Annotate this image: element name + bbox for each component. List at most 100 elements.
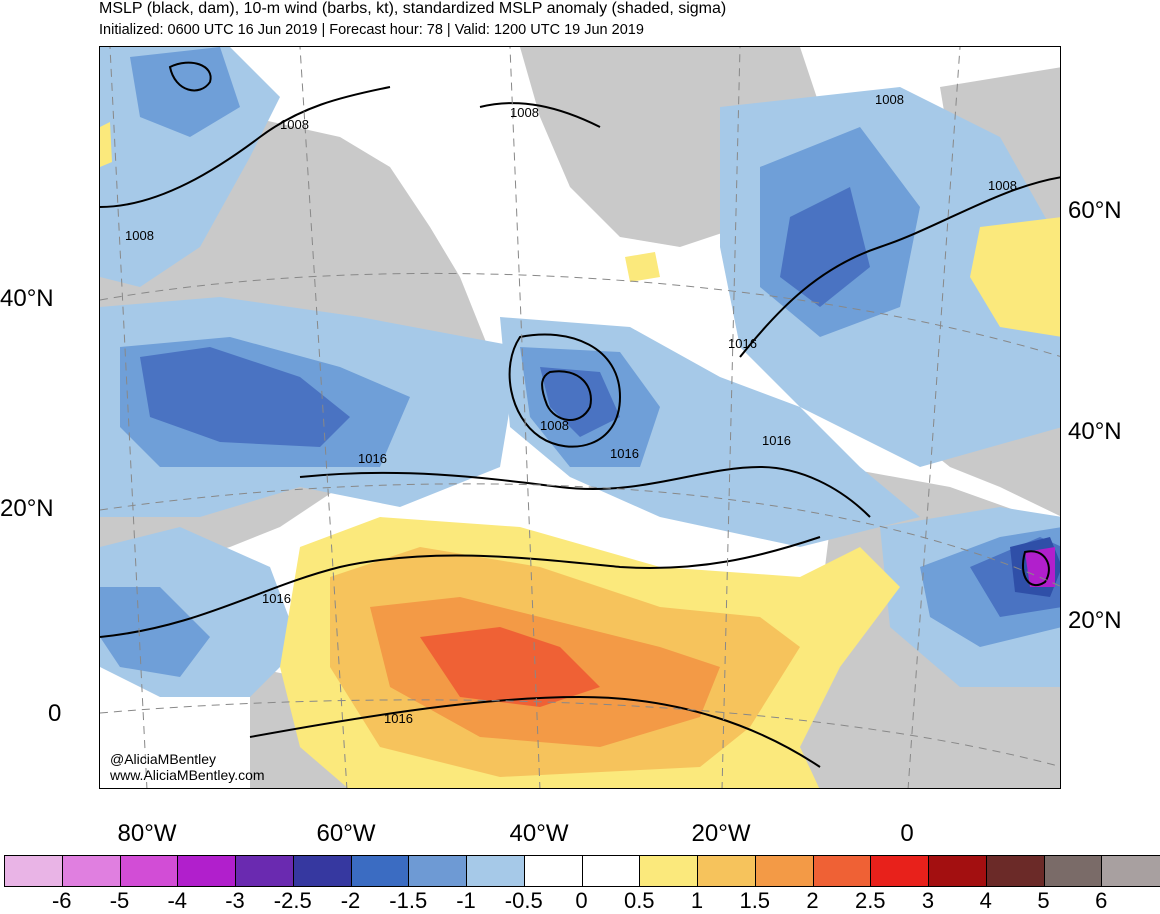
colorbar-tick-labels: -6 -5 -4 -3 -2.5 -2 -1.5 -1 -0.5 0 0.5 1 1.5 2 2.5 3 4 5 6 bbox=[0, 888, 1160, 913]
neg-anom-15-na bbox=[140, 347, 350, 447]
colorbar-tick-label: 5 bbox=[1037, 888, 1050, 913]
colorbar-tick-label: 6 bbox=[1095, 888, 1108, 913]
credit-handle: @AliciaMBentley bbox=[110, 751, 217, 767]
pos-anom-05-ne bbox=[970, 217, 1060, 337]
colorbar-tick-label: -3 bbox=[225, 888, 245, 913]
isobar-layer bbox=[100, 61, 1060, 768]
graticule-lat-0 bbox=[100, 699, 1060, 767]
neg-anom-1-caribbean bbox=[100, 587, 210, 677]
neg-anom-1-nw bbox=[130, 47, 240, 137]
colorbar-tick-label: -2 bbox=[340, 888, 361, 913]
colorbar-tick-label: -4 bbox=[167, 888, 188, 913]
colorbar-tick-label: 1.5 bbox=[739, 888, 771, 913]
colorbar-swatch bbox=[5, 856, 63, 886]
lon-label-60w: 60°W bbox=[316, 820, 376, 847]
contour-label-layer: 1008 1008 1008 1008 1008 1008 1016 1016 … bbox=[125, 92, 1017, 726]
graticule-layer bbox=[100, 47, 1060, 788]
colorbar-tick-label: 0 bbox=[575, 888, 588, 913]
weather-map: 1008 1008 1008 1008 1008 1008 1016 1016 … bbox=[99, 46, 1061, 789]
colorbar-tick-label: 3 bbox=[921, 888, 935, 913]
pos-anom-05-greenland bbox=[625, 252, 660, 282]
graticule-lon-40w bbox=[509, 47, 541, 788]
colorbar-tick-label: 1 bbox=[690, 888, 704, 913]
credit-website: www.AliciaMBentley.com bbox=[110, 767, 265, 783]
isobar-1008-atl-core bbox=[541, 370, 592, 421]
graticule-lat-20n bbox=[100, 483, 1060, 587]
colorbar-tick-label: -6 bbox=[51, 888, 72, 913]
lon-label-0: 0 bbox=[900, 820, 914, 847]
colorbar-tick-label: 2.5 bbox=[854, 888, 886, 913]
isobar-1008-nw bbox=[100, 86, 391, 208]
isobar-1016-central bbox=[299, 465, 871, 518]
colorbar-tick-label: -5 bbox=[109, 888, 130, 913]
colorbar-swatch bbox=[871, 856, 929, 886]
colorbar-swatch bbox=[582, 856, 641, 886]
colorbar-swatch bbox=[755, 856, 814, 886]
colorbar-tick-label: -1.5 bbox=[389, 888, 428, 913]
colorbar-tick-label: 0.5 bbox=[623, 888, 655, 913]
isobar-1016-south bbox=[100, 536, 821, 638]
colorbar-swatch bbox=[120, 856, 179, 886]
colorbar-swatch bbox=[813, 856, 872, 886]
graticule-lon-80w bbox=[109, 47, 148, 788]
colorbar-tick-label: 2 bbox=[806, 888, 819, 913]
colorbar bbox=[4, 855, 1160, 887]
colorbar-swatch bbox=[986, 856, 1045, 886]
colorbar-swatch bbox=[293, 856, 352, 886]
colorbar-swatch bbox=[178, 856, 236, 886]
lat-label-20n-left: 20°N bbox=[0, 495, 54, 522]
contour-label: 1016 bbox=[262, 591, 291, 606]
colorbar-swatch bbox=[351, 856, 410, 886]
contour-label: 1008 bbox=[540, 418, 569, 433]
graticule-lon-20w bbox=[721, 47, 741, 788]
colorbar-tick-label: -2.5 bbox=[273, 888, 312, 913]
colorbar-swatch bbox=[698, 856, 756, 886]
lat-label-0-left: 0 bbox=[48, 700, 62, 727]
colorbar-swatch bbox=[929, 856, 987, 886]
contour-label: 1016 bbox=[728, 336, 757, 351]
colorbar-swatch bbox=[1044, 856, 1103, 886]
colorbar-swatch bbox=[62, 856, 121, 886]
lon-label-40w: 40°W bbox=[509, 820, 569, 847]
colorbar-swatch bbox=[467, 856, 525, 886]
contour-label: 1008 bbox=[510, 105, 539, 120]
contour-label: 1016 bbox=[384, 711, 413, 726]
graticule-lat-40n bbox=[100, 272, 1060, 357]
isobar-1008-atl-low bbox=[508, 333, 622, 448]
isobar-1008-greenland bbox=[479, 102, 601, 128]
contour-label: 1016 bbox=[762, 433, 791, 448]
pos-anom-2 bbox=[420, 627, 600, 707]
colorbar-tick-label: 4 bbox=[979, 888, 992, 913]
contour-label: 1008 bbox=[125, 228, 154, 243]
isobar-1016-low bbox=[249, 695, 821, 768]
lat-label-60n-right: 60°N bbox=[1068, 197, 1122, 224]
map-title: MSLP (black, dam), 10-m wind (barbs, kt)… bbox=[99, 0, 727, 17]
isobar-low-nw-core bbox=[168, 61, 212, 92]
lat-label-40n-right: 40°N bbox=[1068, 418, 1122, 445]
pos-anom-05-edge bbox=[100, 122, 112, 167]
colorbar-tick-label: -0.5 bbox=[504, 888, 543, 913]
contour-label: 1016 bbox=[358, 451, 387, 466]
colorbar-swatch bbox=[236, 856, 294, 886]
colorbar-tick-label: -1 bbox=[456, 888, 476, 913]
colorbar-swatch bbox=[640, 856, 698, 886]
neg-anom-15-atl bbox=[540, 367, 620, 437]
colorbar-swatch bbox=[1102, 856, 1160, 886]
lat-label-20n-right: 20°N bbox=[1068, 607, 1122, 634]
contour-label: 1008 bbox=[280, 117, 309, 132]
contour-label: 1008 bbox=[875, 92, 904, 107]
anomaly-shading bbox=[100, 47, 1060, 788]
graticule-lon-60w bbox=[299, 47, 348, 788]
map-subtitle: Initialized: 0600 UTC 16 Jun 2019 | Fore… bbox=[99, 22, 644, 38]
graticule-lon-0 bbox=[907, 47, 961, 788]
colorbar-swatch bbox=[409, 856, 467, 886]
lon-label-20w: 20°W bbox=[691, 820, 751, 847]
map-canvas: 1008 1008 1008 1008 1008 1008 1016 1016 … bbox=[100, 47, 1060, 788]
isobar-1008-ne bbox=[739, 176, 1060, 358]
lon-label-80w: 80°W bbox=[117, 820, 177, 847]
lat-label-40n-left: 40°N bbox=[0, 285, 54, 312]
colorbar-swatch bbox=[524, 856, 583, 886]
contour-label: 1008 bbox=[988, 178, 1017, 193]
contour-label: 1016 bbox=[610, 446, 639, 461]
isobar-low-africa-core bbox=[1022, 550, 1050, 587]
